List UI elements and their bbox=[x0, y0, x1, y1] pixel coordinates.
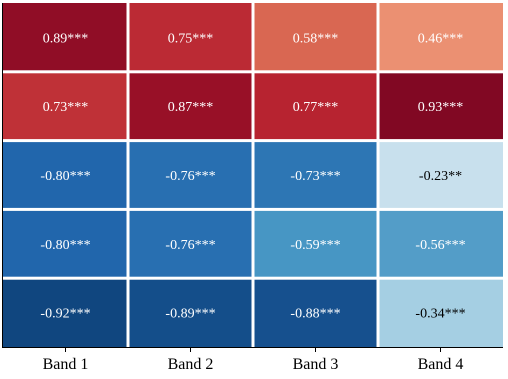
heatmap-cell-r5-c3 bbox=[254, 279, 377, 347]
cell-label-r3-c2: -0.76*** bbox=[165, 169, 215, 184]
heatmap-cell-r3-c3 bbox=[254, 142, 377, 208]
cell-label-r2-c4: 0.93*** bbox=[418, 100, 464, 115]
heatmap-cell-r3-c4 bbox=[379, 142, 503, 208]
x-tick-label-4: Band 4 bbox=[418, 356, 464, 373]
x-tick-label-1: Band 1 bbox=[43, 356, 89, 373]
cell-label-r4-c4: -0.56*** bbox=[415, 238, 465, 253]
heatmap-cell-r4-c4 bbox=[379, 210, 503, 277]
cell-label-r5-c2: -0.89*** bbox=[165, 307, 215, 322]
cell-label-r4-c2: -0.76*** bbox=[165, 238, 215, 253]
heatmap-cell-r4-c1 bbox=[3, 210, 127, 277]
heatmap-cell-r2-c2 bbox=[129, 73, 252, 140]
cell-label-r4-c3: -0.59*** bbox=[290, 238, 340, 253]
cell-label-r3-c1: -0.80*** bbox=[40, 169, 90, 184]
cell-label-r2-c1: 0.73*** bbox=[43, 100, 89, 115]
heatmap-axes bbox=[2, 3, 503, 352]
heatmap-cell-r5-c2 bbox=[129, 279, 252, 347]
x-axis-tick-labels: Band 1 Band 2 Band 3 Band 4 bbox=[43, 356, 464, 373]
cell-label-r5-c4: -0.34*** bbox=[415, 307, 465, 322]
heatmap-cell-r2-c1 bbox=[3, 73, 127, 140]
heatmap-cell-r5-c1 bbox=[3, 279, 127, 347]
cell-label-r3-c4: -0.23** bbox=[419, 169, 462, 184]
cell-label-r1-c4: 0.46*** bbox=[418, 31, 464, 46]
x-tick-label-2: Band 2 bbox=[168, 356, 214, 373]
cell-label-r1-c1: 0.89*** bbox=[43, 31, 89, 46]
heatmap-cell-r4-c3 bbox=[254, 210, 377, 277]
heatmap-cell-r3-c1 bbox=[3, 142, 127, 208]
heatmap-cell-r3-c2 bbox=[129, 142, 252, 208]
cell-label-r5-c1: -0.92*** bbox=[40, 307, 90, 322]
heatmap-cell-r1-c3 bbox=[254, 3, 377, 71]
heatmap-cell-r1-c4 bbox=[379, 3, 503, 71]
x-tick-label-3: Band 3 bbox=[293, 356, 339, 373]
heatmap-cell-r2-c4 bbox=[379, 73, 503, 140]
heatmap-cell-r4-c2 bbox=[129, 210, 252, 277]
cell-label-r4-c1: -0.80*** bbox=[40, 238, 90, 253]
heatmap-cell-r1-c2 bbox=[129, 3, 252, 71]
heatmap-cell-r1-c1 bbox=[3, 3, 127, 71]
heatmap-cell-r5-c4 bbox=[379, 279, 503, 347]
cell-label-r1-c3: 0.58*** bbox=[293, 31, 339, 46]
heatmap-cell-labels: 0.89*** 0.75*** 0.58*** 0.46*** 0.73*** 0.87*… bbox=[40, 31, 465, 321]
heatmap-cells bbox=[3, 3, 503, 347]
cell-label-r2-c2: 0.87*** bbox=[168, 100, 214, 115]
cell-label-r5-c3: -0.88*** bbox=[290, 307, 340, 322]
cell-label-r1-c2: 0.75*** bbox=[168, 31, 214, 46]
heatmap-cell-r2-c3 bbox=[254, 73, 377, 140]
cell-label-r3-c3: -0.73*** bbox=[290, 169, 340, 184]
cell-label-r2-c3: 0.77*** bbox=[293, 100, 339, 115]
